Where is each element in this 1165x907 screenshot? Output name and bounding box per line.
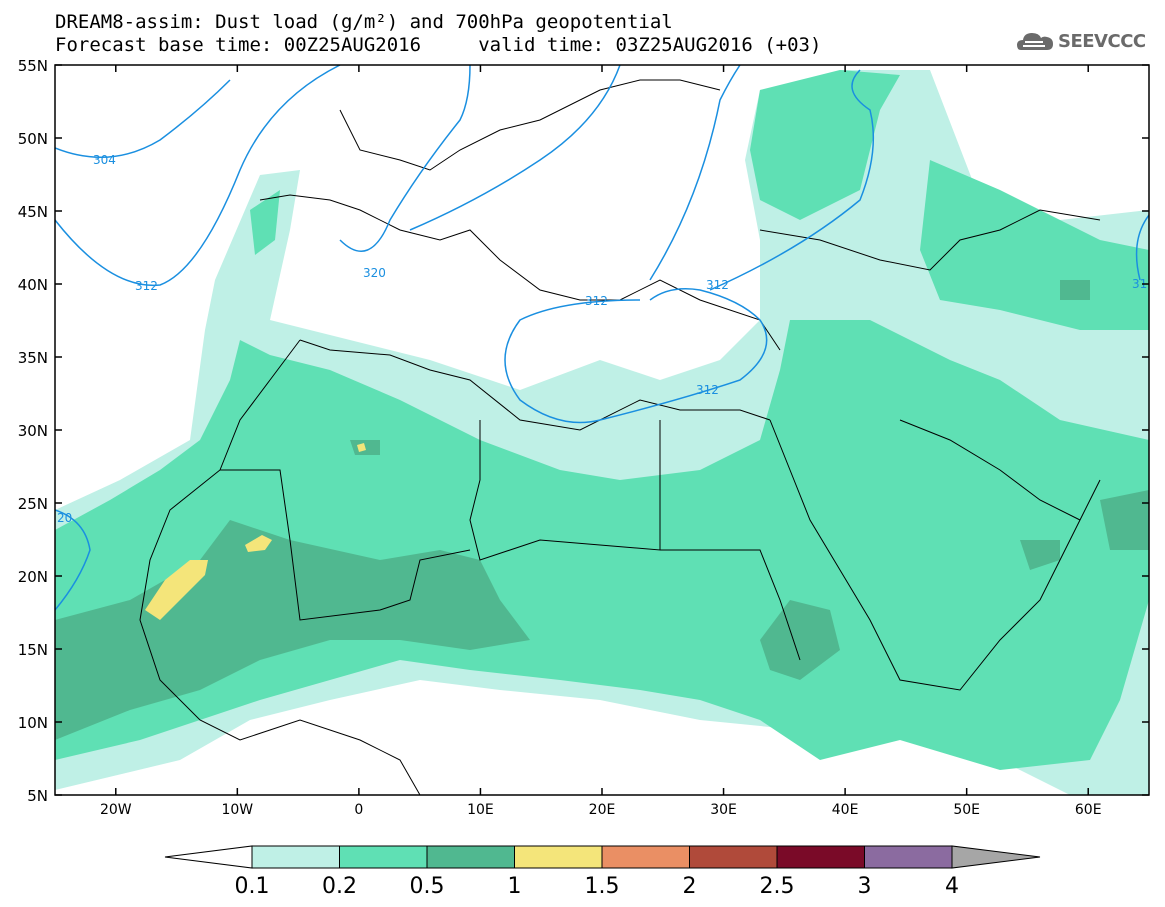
lat-tick-label: 50N — [18, 130, 48, 148]
lat-tick-label: 10N — [18, 714, 48, 732]
lat-tick-label: 5N — [27, 787, 48, 805]
colorbar-segment — [601, 845, 690, 869]
colorbar-label: 4 — [945, 874, 959, 899]
colorbar-label: 2.5 — [760, 874, 795, 899]
colorbar-label: 0.2 — [322, 874, 357, 899]
geopotential-contours — [55, 65, 1149, 611]
cloud-logo-icon — [1017, 33, 1053, 50]
colorbar-label: 1 — [508, 874, 522, 899]
colorbar-max-arrow — [951, 845, 1041, 869]
colorbar-label: 0.1 — [235, 874, 270, 899]
dust-level-yellow — [145, 443, 366, 620]
colorbar-label: 1.5 — [585, 874, 620, 899]
lon-tick-label: 20E — [589, 802, 616, 818]
country-borders — [139, 79, 1101, 795]
contour-label: 304 — [93, 153, 116, 167]
lat-tick-label: 15N — [18, 641, 48, 659]
colorbar-label: 3 — [858, 874, 872, 899]
lat-tick-label: 25N — [18, 495, 48, 513]
lon-tick-label: 60E — [1075, 802, 1102, 818]
lat-tick-label: 55N — [18, 57, 48, 75]
lon-tick-label: 10E — [467, 802, 494, 818]
contour-label: 31 — [1132, 277, 1147, 291]
lat-tick-label: 20N — [18, 568, 48, 586]
contour-label: 320 — [363, 266, 386, 280]
contour-label: 20 — [57, 511, 72, 525]
colorbar-segment — [426, 845, 515, 869]
colorbar-segment — [339, 845, 428, 869]
longitude-axis: 20W 10W 0 10E 20E 30E 40E 50E 60E — [100, 65, 1102, 818]
lon-tick-label: 0 — [354, 802, 363, 818]
lat-tick-label: 35N — [18, 349, 48, 367]
lat-tick-label: 45N — [18, 203, 48, 221]
lat-tick-label: 40N — [18, 276, 48, 294]
colorbar-segment — [689, 845, 778, 869]
contour-label: 312 — [696, 383, 719, 397]
colorbar-label: 2 — [683, 874, 697, 899]
contour-labels: 304 312 320 312 312 312 20 31 — [57, 153, 1147, 525]
logo-text: SEEVCCC — [1058, 31, 1146, 52]
contour-label: 312 — [585, 294, 608, 308]
lon-tick-label: 20W — [100, 802, 132, 818]
lon-tick-label: 50E — [953, 802, 980, 818]
colorbar-segment — [514, 845, 603, 869]
contour-label: 312 — [706, 278, 729, 292]
contour-label: 312 — [135, 279, 158, 293]
colorbar-min-arrow — [164, 845, 253, 869]
colorbar-label: 0.5 — [410, 874, 445, 899]
lon-tick-label: 40E — [832, 802, 859, 818]
map-title: DREAM8-assim: Dust load (g/m²) and 700hP… — [55, 11, 673, 33]
lon-tick-label: 30E — [710, 802, 737, 818]
colorbar-segment — [776, 845, 865, 869]
map-subtitle: Forecast base time: 00Z25AUG2016 valid t… — [55, 34, 822, 56]
latitude-axis: 55N 50N 45N 40N 35N 30N 25N 20N 15N 10N 5N — [18, 57, 1149, 805]
colorbar-segment — [251, 845, 340, 869]
lon-tick-label: 10W — [221, 802, 253, 818]
lat-tick-label: 30N — [18, 422, 48, 440]
colorbar-segment — [864, 845, 953, 869]
